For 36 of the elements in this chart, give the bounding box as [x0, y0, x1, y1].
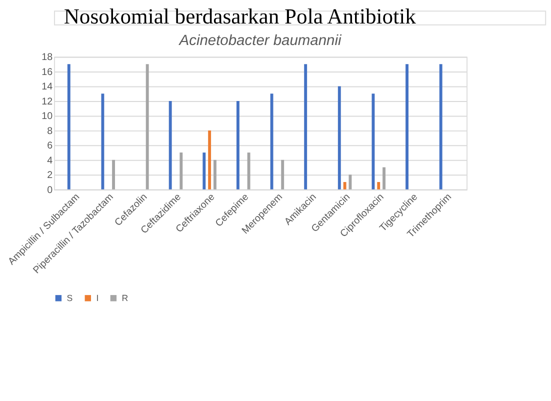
bar: [247, 152, 250, 190]
bar: [439, 64, 442, 190]
bar: [372, 94, 375, 190]
bar: [208, 130, 212, 190]
chart-title: Acinetobacter baumannii: [178, 33, 342, 50]
bar: [343, 182, 346, 190]
bar: [281, 160, 284, 190]
bar: [348, 174, 352, 190]
text: Nosokomial berdasarkan Pola Antibiotik: [64, 4, 416, 28]
bar: [213, 160, 216, 190]
bar: [304, 64, 308, 190]
y-tick-label: 4: [47, 155, 54, 166]
y-tick-label: 8: [47, 126, 54, 137]
bar: [236, 100, 240, 190]
y-tick-label: 2: [47, 170, 53, 182]
bar: [67, 64, 70, 190]
bar: [180, 152, 183, 190]
bar: [338, 86, 341, 190]
bar: [377, 182, 380, 190]
bar: [101, 94, 104, 190]
bar: [406, 64, 408, 190]
y-tick-label: 18: [42, 52, 54, 64]
legend-label: S: [66, 293, 73, 304]
y-tick-label: 16: [42, 66, 54, 78]
y-tick-label: 0: [47, 184, 54, 196]
bar: [112, 160, 116, 190]
bar: [146, 64, 149, 190]
y-tick-label: 6: [47, 140, 54, 152]
bar: [382, 167, 386, 190]
y-tick-label: 12: [42, 96, 53, 108]
y-tick-label: 10: [42, 111, 54, 122]
bar: [202, 152, 206, 190]
bar: [168, 100, 172, 190]
legend-label: R: [122, 293, 128, 304]
legend-label: I: [96, 293, 99, 304]
y-tick-label: 14: [42, 82, 54, 93]
